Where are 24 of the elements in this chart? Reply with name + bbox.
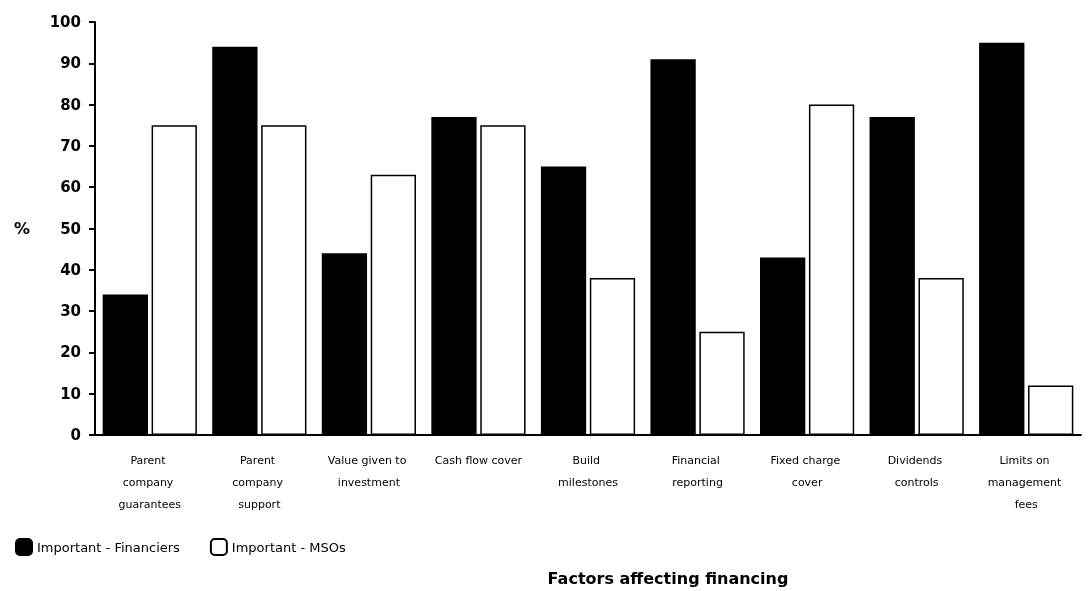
x-tick-label: Parent company guarantees — [118, 453, 182, 511]
x-tick-label: Dividends controls — [887, 453, 946, 489]
x-axis-title: Factors affecting financing — [547, 568, 789, 588]
y-tick-label: 90 — [60, 54, 81, 73]
y-tick-label: 100 — [49, 13, 81, 31]
legend-label: Important - Financiers — [37, 539, 181, 555]
y-tick-label: 20 — [60, 343, 81, 362]
x-tick-label: Build milestones — [558, 453, 619, 489]
y-axis-title: % — [13, 219, 30, 238]
x-tick-label: Parent company support — [232, 453, 287, 511]
y-tick-label: 70 — [60, 136, 81, 155]
y-tick-label: 0 — [70, 426, 81, 444]
y-tick-label: 10 — [60, 384, 81, 403]
y-tick-label: 80 — [60, 95, 81, 114]
x-tick-label: Limits on management fees — [987, 453, 1065, 511]
y-tick-label: 60 — [60, 178, 81, 197]
legend-label: Important - MSOs — [231, 539, 346, 555]
x-tick-label: Fixed charge cover — [770, 453, 844, 489]
x-tick-label: Financial reporting — [671, 453, 724, 489]
y-tick-label: 50 — [60, 219, 81, 238]
y-tick-label: 30 — [60, 302, 81, 321]
x-tick-label: Cash flow cover — [434, 453, 523, 467]
y-tick-label: 40 — [60, 260, 81, 279]
x-tick-label: Value given to investment — [327, 453, 410, 489]
